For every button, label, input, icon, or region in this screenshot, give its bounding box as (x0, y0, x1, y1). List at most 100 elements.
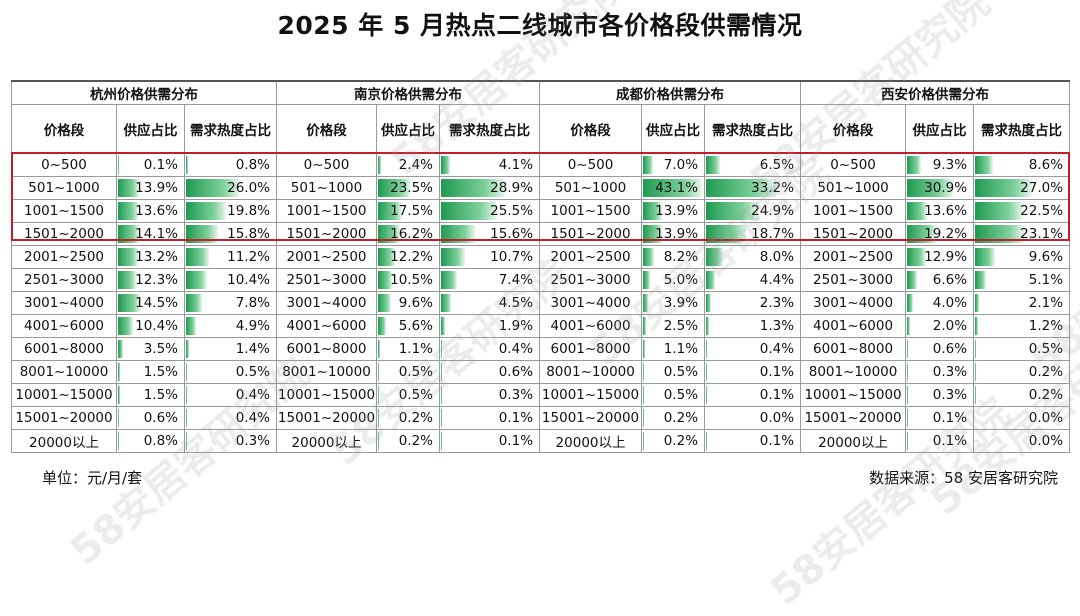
demand-value: 7.4% (499, 272, 539, 288)
chart-title: 2025 年 5 月热点二线城市各价格段供需情况 (0, 6, 1080, 42)
demand-bar (706, 156, 720, 174)
demand-cell: 4.1% (440, 154, 540, 177)
supply-value: 0.5% (664, 387, 704, 403)
supply-value: 1.5% (144, 364, 184, 380)
demand-cell: 1.2% (974, 315, 1070, 338)
demand-cell: 1.9% (440, 315, 540, 338)
range-header: 价格段 (801, 105, 906, 154)
supply-value: 10.4% (135, 318, 184, 334)
demand-value: 0.6% (499, 364, 539, 380)
demand-bar (186, 432, 187, 450)
demand-header: 需求热度占比 (185, 105, 277, 154)
range-header: 价格段 (277, 105, 377, 154)
demand-bar (186, 248, 209, 266)
demand-value: 0.4% (499, 341, 539, 357)
demand-value: 0.2% (1029, 364, 1069, 380)
demand-cell: 0.4% (440, 338, 540, 361)
price-range-cell: 501~1000 (12, 177, 117, 200)
demand-cell: 0.3% (185, 430, 277, 453)
demand-cell: 18.7% (705, 223, 801, 246)
price-range-cell: 20000以上 (12, 430, 117, 453)
demand-cell: 5.1% (974, 269, 1070, 292)
price-range-cell: 0~500 (540, 154, 642, 177)
supply-cell: 10.5% (377, 269, 440, 292)
demand-value: 4.5% (499, 295, 539, 311)
supply-cell: 2.4% (377, 154, 440, 177)
demand-cell: 22.5% (974, 200, 1070, 223)
supply-bar (118, 317, 133, 335)
supply-bar (378, 386, 379, 404)
price-range-cell: 2001~2500 (277, 246, 377, 269)
supply-cell: 4.0% (906, 292, 974, 315)
price-range-cell: 20000以上 (801, 430, 906, 453)
price-range-cell: 8001~10000 (12, 361, 117, 384)
city-title: 南京价格供需分布 (277, 81, 540, 105)
supply-cell: 1.1% (377, 338, 440, 361)
demand-value: 33.2% (751, 180, 800, 196)
demand-bar (441, 225, 475, 243)
supply-value: 2.5% (664, 318, 704, 334)
demand-value: 25.5% (490, 203, 539, 219)
price-range-cell: 8001~10000 (801, 361, 906, 384)
supply-bar (378, 317, 386, 335)
supply-cell: 12.9% (906, 246, 974, 269)
supply-bar (378, 363, 379, 381)
demand-cell: 27.0% (974, 177, 1070, 200)
demand-cell: 0.4% (705, 338, 801, 361)
supply-cell: 14.1% (117, 223, 185, 246)
supply-bar (118, 432, 119, 450)
demand-cell: 0.3% (440, 384, 540, 407)
demand-cell: 0.1% (440, 430, 540, 453)
supply-value: 5.6% (399, 318, 439, 334)
demand-cell: 11.2% (185, 246, 277, 269)
demand-value: 27.0% (1020, 180, 1069, 196)
price-range-cell: 3001~4000 (12, 292, 117, 315)
demand-bar (441, 363, 442, 381)
supply-cell: 0.5% (377, 361, 440, 384)
price-range-cell: 8001~10000 (277, 361, 377, 384)
supply-cell: 0.6% (906, 338, 974, 361)
price-range-cell: 10001~15000 (12, 384, 117, 407)
supply-value: 16.2% (390, 226, 439, 242)
supply-cell: 0.2% (642, 430, 705, 453)
demand-cell: 4.5% (440, 292, 540, 315)
supply-value: 0.1% (144, 157, 184, 173)
supply-bar (643, 386, 644, 404)
demand-bar (706, 317, 709, 335)
supply-value: 3.9% (664, 295, 704, 311)
supply-cell: 19.2% (906, 223, 974, 246)
demand-value: 0.0% (760, 410, 800, 426)
supply-bar (118, 271, 136, 289)
supply-cell: 0.2% (377, 407, 440, 430)
demand-bar (706, 271, 715, 289)
supply-bar (118, 363, 120, 381)
supply-cell: 0.2% (642, 407, 705, 430)
supply-cell: 0.3% (906, 384, 974, 407)
supply-bar (907, 156, 921, 174)
supply-value: 0.2% (664, 410, 704, 426)
supply-value: 12.3% (135, 272, 184, 288)
supply-demand-table: 杭州价格供需分布 南京价格供需分布 成都价格供需分布 西安价格供需分布 价格段 … (11, 80, 1070, 453)
demand-cell: 25.5% (440, 200, 540, 223)
supply-cell: 30.9% (906, 177, 974, 200)
supply-bar (643, 294, 648, 312)
demand-value: 5.1% (1029, 272, 1069, 288)
city-header-row: 杭州价格供需分布 南京价格供需分布 成都价格供需分布 西安价格供需分布 (12, 81, 1070, 105)
demand-value: 0.3% (499, 387, 539, 403)
price-range-cell: 0~500 (277, 154, 377, 177)
demand-bar (441, 386, 442, 404)
price-range-cell: 501~1000 (801, 177, 906, 200)
price-range-cell: 1501~2000 (801, 223, 906, 246)
supply-header: 供应占比 (377, 105, 440, 154)
demand-cell: 2.3% (705, 292, 801, 315)
demand-value: 2.1% (1029, 295, 1069, 311)
supply-cell: 12.3% (117, 269, 185, 292)
